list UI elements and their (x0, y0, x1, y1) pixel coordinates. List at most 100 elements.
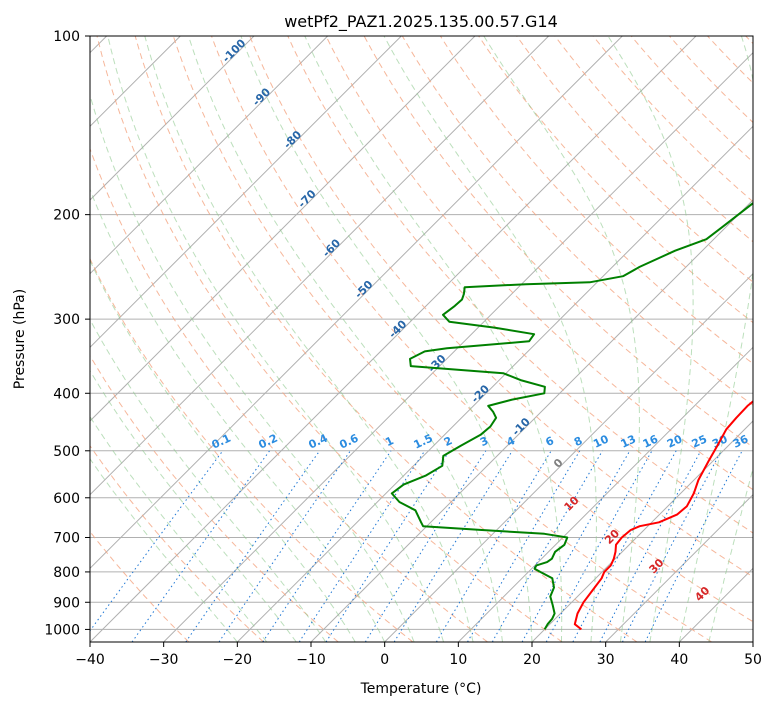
moist-adiabat-line (90, 93, 415, 642)
mixing-ratio-label: 0.4 (307, 431, 330, 451)
moist-adiabat-line (240, 36, 533, 642)
mixing-ratio-line (262, 450, 392, 642)
isotherm-line (457, 346, 753, 642)
y-axis-title: Pressure (hPa) (12, 289, 28, 389)
isotherm-line (90, 36, 550, 496)
isotherm-line (678, 567, 753, 642)
dry-adiabat-line (325, 36, 753, 491)
x-tick-label: 10 (449, 652, 467, 668)
mixing-ratio-line (218, 450, 351, 642)
isotherm-label: -100 (220, 36, 249, 65)
y-tick-label: 500 (53, 444, 80, 460)
moist-adiabat-line (90, 318, 327, 642)
moist-adiabat-line (144, 36, 474, 642)
background-lines (90, 36, 753, 642)
dry-adiabat-line (478, 36, 753, 324)
y-tick-label: 200 (53, 208, 80, 224)
isotherm-label: -50 (352, 278, 375, 301)
isotherm-line (90, 36, 329, 275)
mixing-ratio-label: 8 (572, 434, 584, 449)
isotherm-line (90, 36, 623, 570)
isotherm-label: -70 (295, 187, 318, 210)
isotherm-label: -80 (281, 128, 304, 151)
isotherm-line (384, 272, 753, 642)
warm-isotherm-label: 40 (692, 584, 712, 604)
mixing-ratio-line (364, 450, 487, 642)
mixing-ratio-line (90, 450, 224, 632)
x-tick-label: 50 (744, 652, 762, 668)
x-tick-label: 0 (380, 652, 389, 668)
isotherm-line (90, 36, 697, 642)
isotherm-line (310, 199, 753, 642)
y-tick-label: 1000 (44, 622, 80, 638)
dry-adiabat-line (96, 36, 563, 642)
y-tick-label: 700 (53, 531, 80, 547)
dry-adiabat-line (669, 36, 753, 124)
dry-adiabat-line (90, 530, 190, 642)
mixing-ratio-line (467, 450, 581, 642)
dry-adiabat-line (90, 147, 488, 642)
y-tick-label: 400 (53, 386, 80, 402)
mixing-ratio-label: 20 (665, 432, 685, 450)
moist-adiabat-line (383, 36, 597, 642)
dry-adiabat-line (707, 36, 753, 84)
mixing-ratio-line (393, 450, 513, 642)
isotherm-label: -90 (250, 85, 273, 108)
isotherm-line (236, 125, 753, 642)
mixing-ratio-line (325, 450, 451, 642)
y-tick-label: 800 (53, 565, 80, 581)
isotherm-label: -20 (469, 382, 492, 405)
isotherm-line (90, 36, 402, 349)
isotherm-label: -30 (425, 352, 448, 375)
dry-adiabat-line (90, 444, 264, 642)
mixing-ratio-line (599, 450, 702, 642)
mixing-ratio-line (644, 450, 743, 642)
moist-adiabat-line (90, 188, 386, 642)
isotherm-label: -60 (320, 236, 343, 259)
mixing-ratio-line (572, 450, 677, 642)
dry-adiabat-line (211, 36, 753, 623)
moist-adiabat-line (304, 36, 563, 642)
dry-adiabat-line (90, 257, 414, 642)
mixing-ratio-label: 13 (619, 432, 638, 450)
x-axis-title: Temperature (°C) (360, 681, 482, 697)
dry-adiabat-line (249, 36, 753, 578)
moist-adiabat-line (107, 36, 445, 642)
dry-adiabat-line (516, 36, 753, 283)
moist-adiabat-line (90, 259, 356, 642)
mixing-ratio-label: 0.1 (210, 432, 233, 452)
mixing-ratio-line (185, 450, 321, 642)
y-tick-label: 100 (53, 29, 80, 45)
isotherm-line (752, 641, 753, 642)
x-tick-label: −20 (223, 652, 253, 668)
isotherm-line (163, 51, 753, 642)
dry-adiabat-line (134, 36, 638, 642)
warm-isotherm-label: 30 (647, 556, 667, 576)
moist-adiabat-line (188, 36, 503, 642)
moist-adiabat-line (607, 36, 694, 642)
temperature-profile-line (573, 400, 753, 631)
mixing-ratio-label: 6 (544, 434, 557, 449)
series-layer (390, 201, 753, 631)
moist-adiabat-line (90, 369, 297, 642)
isotherm-line (90, 36, 255, 201)
dry-adiabat-line (592, 36, 753, 203)
axes: −40 −30 −20 −10 0 10 20 30 40 5010020030040050060… (44, 29, 762, 668)
isoline-labels: 0.1 0.2 0.4 0.6 1 1.5 2 3 4 6 8 10 13 16 20 25 30 36-100-… (210, 36, 751, 604)
dry-adiabat-line (287, 36, 753, 534)
warm-isotherm-label: 10 (562, 493, 582, 513)
mixing-ratio-label: 25 (690, 432, 709, 450)
x-tick-label: −40 (75, 652, 105, 668)
isotherm-line (605, 493, 753, 642)
dewpoint-profile-line (390, 201, 753, 630)
mixing-ratio-label: 3 (478, 434, 490, 449)
x-tick-label: 40 (670, 652, 688, 668)
isotherm-line (90, 36, 476, 422)
moist-adiabat-line (90, 415, 268, 642)
chart-title: wetPf2_PAZ1.2025.135.00.57.G14 (284, 12, 558, 32)
mixing-ratio-label: 16 (641, 432, 661, 450)
y-tick-label: 300 (53, 312, 80, 328)
moist-adiabat-line (678, 36, 753, 642)
isotherm-line (531, 420, 753, 642)
